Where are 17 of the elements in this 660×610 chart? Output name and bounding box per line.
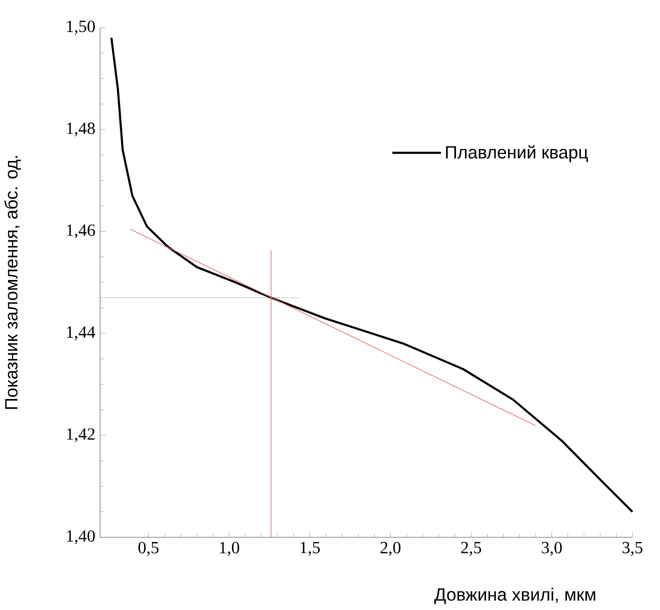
x-tick-label: 0,5 xyxy=(138,542,158,556)
y-tick-label: 1,48 xyxy=(67,122,95,136)
x-tick-label: 1,0 xyxy=(220,542,240,556)
y-tick-label: 1,46 xyxy=(67,224,95,238)
y-tick-label: 1,42 xyxy=(67,428,95,442)
x-tick-label: 1,5 xyxy=(300,542,320,556)
y-tick-label: 1,44 xyxy=(67,326,96,340)
x-tick-label: 3,5 xyxy=(622,542,642,556)
x-axis-title: Довжина хвилі, мкм xyxy=(434,588,596,604)
legend-label: Плавлений кварц xyxy=(446,145,588,162)
y-tick-label: 1,50 xyxy=(67,20,95,35)
x-tick-label: 3,0 xyxy=(542,542,562,556)
x-tick-label: 2,0 xyxy=(380,542,400,556)
line-series xyxy=(110,36,634,513)
y-tick-label: 1,40 xyxy=(67,530,95,544)
y-axis-title: Показник заломлення, абс. од. xyxy=(4,156,21,409)
x-tick-label: 2,5 xyxy=(461,542,482,556)
